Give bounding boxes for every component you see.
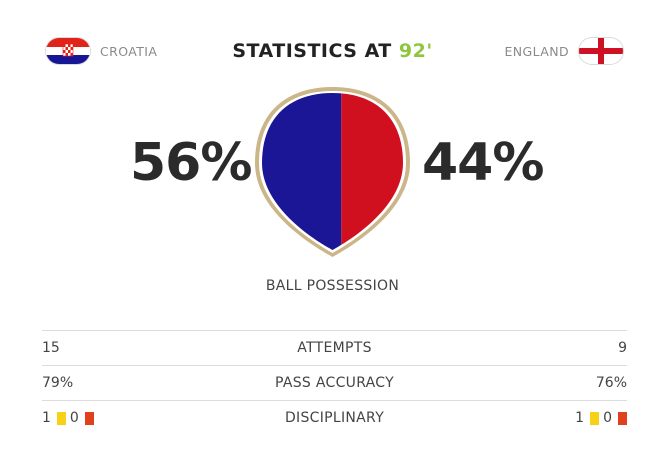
stat-label: ATTEMPTS (297, 340, 372, 356)
away-possession-percent: 44% (422, 133, 544, 193)
yellow-card-icon (590, 411, 600, 425)
stat-label: PASS ACCURACY (275, 375, 394, 391)
away-possession-fill (341, 93, 403, 250)
home-team-name: CROATIA (100, 43, 158, 59)
home-disciplinary: 1 0 (42, 410, 94, 426)
home-team: CROATIA (46, 38, 157, 64)
away-team: ENGLAND (504, 38, 623, 64)
title-prefix: STATISTICS AT (232, 40, 392, 62)
red-card-icon (618, 411, 627, 425)
possession-label: BALL POSSESSION (265, 278, 400, 294)
away-yellow-count: 1 (575, 410, 585, 426)
stat-label: DISCIPLINARY (284, 410, 385, 426)
match-minute: 92' (398, 40, 433, 62)
croatia-flag-icon (46, 38, 90, 64)
away-red-count: 0 (603, 410, 612, 426)
home-value: 15 (42, 340, 60, 356)
stat-row-disciplinary: 1 0 DISCIPLINARY 1 0 (42, 400, 627, 435)
away-value: 9 (618, 340, 627, 356)
stat-row-attempts: 15 ATTEMPTS 9 (42, 330, 627, 365)
away-value: 76% (595, 375, 627, 391)
home-yellow-count: 1 (42, 410, 51, 426)
away-disciplinary: 1 0 (575, 410, 627, 426)
stat-row-pass-accuracy: 79% PASS ACCURACY 76% (42, 365, 627, 400)
home-possession-percent: 56% (130, 133, 252, 193)
yellow-card-icon (56, 411, 66, 425)
stats-table: 15 ATTEMPTS 9 79% PASS ACCURACY 76% 1 0 … (42, 330, 627, 435)
home-value: 79% (42, 375, 74, 391)
red-card-icon (84, 411, 94, 425)
home-red-count: 0 (69, 410, 79, 426)
page-title: STATISTICS AT 92' (0, 40, 665, 62)
england-flag-icon (579, 38, 623, 64)
away-team-name: ENGLAND (504, 43, 569, 59)
possession-shield (255, 87, 410, 257)
